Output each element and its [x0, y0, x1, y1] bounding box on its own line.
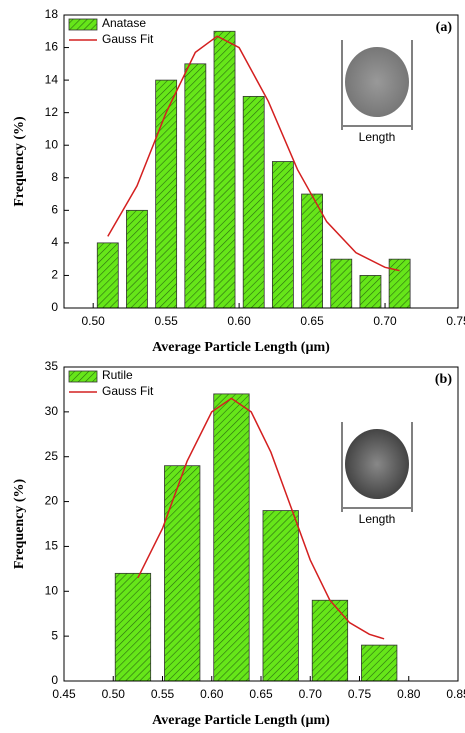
bar: [213, 30, 236, 309]
bar: [301, 193, 323, 309]
bar: [126, 209, 148, 309]
legend-swatch: [68, 370, 98, 383]
bar: [184, 63, 207, 309]
y-tick-label: 15: [45, 539, 59, 553]
fit-line: [137, 397, 385, 640]
x-tick-label: 0.65: [249, 687, 273, 701]
y-tick-label: 5: [51, 628, 58, 642]
y-tick-label: 30: [45, 404, 59, 418]
panel-label: (b): [435, 372, 452, 387]
legend-swatch: [68, 18, 98, 31]
bar: [361, 644, 398, 682]
plot-frame: [63, 366, 459, 682]
y-tick-label: 14: [45, 72, 59, 86]
legend-label: Anatase: [102, 16, 146, 30]
plot-frame: [63, 14, 459, 309]
bar: [96, 242, 119, 309]
x-tick-label: 0.80: [397, 687, 421, 701]
y-tick-label: 20: [45, 494, 59, 508]
bar: [114, 572, 152, 682]
bar: [311, 599, 349, 682]
x-tick-label: 0.75: [446, 314, 465, 328]
legend-label: Gauss Fit: [102, 32, 154, 46]
y-axis-title: Frequency (%): [12, 116, 27, 207]
x-tick-label: 0.75: [348, 687, 372, 701]
y-tick-label: 2: [51, 268, 58, 282]
x-tick-label: 0.70: [299, 687, 323, 701]
x-tick-label: 0.70: [373, 314, 397, 328]
legend-label: Rutile: [102, 368, 133, 382]
x-axis-title: Average Particle Length (µm): [152, 713, 330, 728]
y-tick-label: 35: [45, 359, 59, 373]
y-tick-label: 0: [51, 673, 58, 687]
y-tick-label: 25: [45, 449, 59, 463]
x-tick-label: 0.65: [300, 314, 324, 328]
y-tick-label: 8: [51, 170, 58, 184]
y-tick-label: 4: [51, 235, 58, 249]
bar: [330, 258, 353, 309]
y-tick-label: 16: [45, 40, 59, 54]
x-tick-label: 0.45: [52, 687, 76, 701]
bar: [213, 393, 250, 682]
x-tick-label: 0.50: [102, 687, 126, 701]
x-tick-label: 0.85: [446, 687, 465, 701]
y-tick-label: 10: [45, 137, 59, 151]
x-tick-label: 0.55: [151, 687, 175, 701]
bar: [388, 258, 411, 309]
x-tick-label: 0.50: [82, 314, 106, 328]
y-axis-title: Frequency (%): [12, 478, 27, 569]
y-tick-label: 10: [45, 583, 59, 597]
particle-image: [345, 47, 409, 117]
x-tick-label: 0.60: [227, 314, 251, 328]
bar: [164, 465, 201, 682]
y-tick-label: 0: [51, 300, 58, 314]
inset-label: Length: [359, 512, 396, 526]
bar: [271, 161, 294, 309]
x-axis-title: Average Particle Length (µm): [152, 340, 330, 355]
legend-label: Gauss Fit: [102, 384, 154, 398]
y-tick-label: 6: [51, 203, 58, 217]
bar: [242, 95, 265, 309]
y-tick-label: 12: [45, 105, 59, 119]
bar: [359, 275, 382, 309]
bar: [262, 510, 299, 682]
inset-label: Length: [359, 130, 396, 144]
y-tick-label: 18: [45, 7, 59, 21]
particle-image: [345, 429, 409, 499]
fit-line: [107, 35, 400, 272]
panel-label: (a): [436, 20, 453, 35]
x-tick-label: 0.60: [200, 687, 224, 701]
x-tick-label: 0.55: [154, 314, 178, 328]
